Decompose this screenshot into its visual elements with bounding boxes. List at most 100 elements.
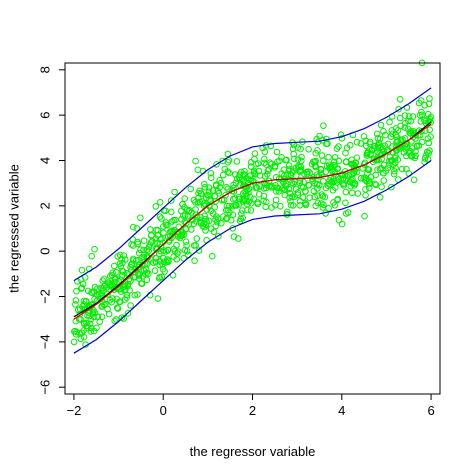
data-point (80, 333, 88, 341)
data-point (294, 156, 302, 163)
data-point (353, 138, 361, 146)
data-point (93, 324, 100, 332)
data-point (194, 199, 202, 206)
data-point (211, 203, 218, 211)
data-point (254, 200, 262, 208)
data-point (384, 148, 392, 156)
data-point (71, 327, 79, 335)
data-point (299, 194, 307, 201)
data-point (426, 95, 433, 102)
data-point (384, 140, 392, 148)
data-point (329, 167, 336, 175)
data-point (247, 163, 255, 170)
data-point (134, 291, 141, 298)
data-point (360, 175, 367, 182)
data-point (194, 166, 202, 174)
data-point (72, 301, 79, 308)
data-point (169, 272, 177, 279)
data-point (361, 212, 368, 220)
data-point (224, 206, 232, 214)
data-point (177, 232, 185, 239)
data-point (377, 121, 385, 129)
data-point (181, 195, 188, 202)
data-point (354, 190, 362, 197)
data-point (320, 157, 327, 165)
data-point (314, 138, 322, 146)
data-point (346, 141, 354, 149)
data-point (335, 216, 343, 224)
data-point (140, 237, 148, 244)
data-point (247, 207, 255, 214)
data-point (133, 257, 140, 264)
data-point (221, 165, 229, 173)
x-axis-title: the regressor variable (190, 444, 316, 459)
data-point (318, 200, 325, 207)
data-point (173, 241, 180, 249)
data-point (401, 124, 409, 131)
data-point (386, 118, 393, 126)
data-point (418, 138, 426, 146)
data-point (285, 185, 293, 193)
data-point (417, 97, 425, 104)
data-point (284, 211, 291, 218)
data-point (73, 287, 80, 295)
data-point (365, 177, 373, 184)
data-point (72, 330, 80, 338)
data-point (194, 194, 202, 202)
data-point (152, 258, 160, 266)
data-point (158, 235, 165, 243)
data-point (367, 173, 375, 181)
data-point (301, 170, 308, 178)
lower-band-line (73, 160, 432, 354)
data-point (74, 306, 82, 314)
data-point (312, 157, 320, 165)
data-point (138, 280, 146, 287)
data-point (233, 158, 241, 165)
data-point (371, 145, 378, 152)
data-point (160, 254, 167, 262)
data-point (413, 142, 421, 150)
data-point (232, 171, 239, 178)
data-point (184, 212, 192, 220)
data-point (124, 310, 132, 317)
data-point (154, 231, 162, 239)
data-point (286, 194, 294, 201)
data-point (321, 193, 329, 201)
data-point (185, 208, 193, 215)
x-axis: −2 0 2 4 6 (67, 393, 435, 418)
data-point (401, 119, 409, 127)
data-point (102, 300, 109, 308)
y-axis: −6 −4 −2 0 2 4 6 8 (38, 66, 66, 395)
data-point (256, 172, 264, 179)
data-point (120, 252, 128, 259)
data-point (104, 290, 111, 298)
data-point (202, 227, 209, 234)
data-point (362, 192, 369, 199)
data-point (296, 197, 304, 205)
data-point (238, 168, 245, 176)
data-point (290, 155, 298, 163)
data-point (135, 249, 143, 257)
data-point (382, 131, 389, 139)
data-point (226, 202, 233, 210)
data-point (254, 160, 262, 167)
data-point (320, 122, 327, 129)
data-point (335, 143, 342, 150)
data-point (105, 310, 113, 318)
data-point (268, 204, 275, 211)
data-point (277, 202, 284, 210)
data-point (182, 238, 190, 245)
y-tick-label: −4 (38, 334, 53, 349)
data-point (338, 135, 346, 142)
data-point (108, 272, 116, 279)
data-point (421, 116, 428, 124)
data-point (235, 174, 243, 182)
data-point (108, 281, 116, 289)
data-point (195, 247, 203, 254)
data-point (175, 248, 182, 255)
data-point (261, 155, 268, 163)
data-point (289, 202, 297, 209)
data-point (111, 317, 118, 325)
data-point (332, 184, 339, 191)
x-tick-label: 0 (160, 403, 167, 418)
